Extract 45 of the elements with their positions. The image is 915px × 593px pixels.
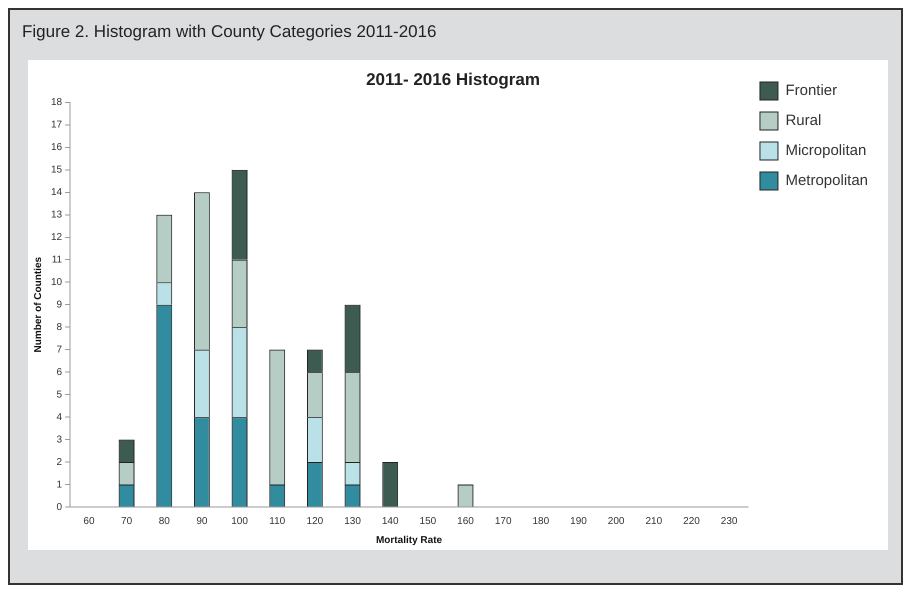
x-tick-label: 220	[683, 516, 700, 527]
x-axis-title: Mortality Rate	[376, 534, 443, 546]
x-tick-label: 70	[121, 516, 133, 527]
y-tick-label: 1	[56, 479, 63, 490]
caption: Figure 2. Histogram with County Categories 2011-2016	[21, 21, 438, 42]
legend-label: Frontier	[785, 82, 838, 100]
x-tick-label: 110	[269, 516, 286, 527]
y-tick-label: 13	[51, 210, 63, 221]
chart-title: 2011- 2016 Histogram	[366, 70, 540, 89]
y-tick-label: 2	[56, 456, 63, 468]
y-tick-label: 10	[51, 276, 63, 288]
y-tick-label: 17	[51, 120, 63, 131]
y-tick-label: 0	[56, 502, 63, 513]
y-tick-label: 11	[52, 254, 63, 266]
y-tick-label: 16	[51, 142, 63, 154]
y-tick-label: 15	[51, 164, 63, 176]
y-tick-label: 14	[51, 187, 63, 198]
x-tick-label: 210	[645, 516, 663, 527]
y-tick-label: 6	[56, 366, 63, 378]
y-axis-title: Number of Counties	[32, 256, 44, 352]
y-tick-label: 8	[56, 322, 63, 333]
x-tick-label: 120	[306, 516, 324, 527]
y-tick-label: 3	[56, 434, 63, 446]
x-tick-label: 170	[494, 516, 512, 527]
x-tick-label: 80	[158, 516, 170, 527]
x-tick-label: 90	[196, 516, 208, 527]
y-tick-label: 18	[51, 97, 63, 108]
x-tick-label: 150	[420, 516, 437, 527]
y-tick-label: 5	[56, 389, 63, 400]
x-tick-label: 100	[231, 516, 248, 527]
x-tick-label: 190	[570, 516, 588, 527]
x-tick-label: 160	[457, 516, 474, 527]
legend-label: Metropolitan	[785, 172, 868, 190]
x-tick-label: 130	[344, 516, 362, 527]
legend-label: Micropolitan	[785, 142, 866, 160]
y-tick-label: 4	[56, 412, 63, 423]
x-tick-label: 60	[83, 516, 95, 527]
y-tick-label: 7	[56, 344, 63, 356]
x-tick-label: 230	[720, 516, 738, 527]
x-tick-label: 200	[608, 516, 625, 527]
x-tick-label: 180	[532, 516, 550, 527]
legend-label: Rural	[785, 112, 822, 130]
y-tick-label: 12	[51, 232, 63, 244]
y-tick-label: 9	[56, 299, 63, 310]
x-tick-label: 140	[382, 516, 399, 527]
